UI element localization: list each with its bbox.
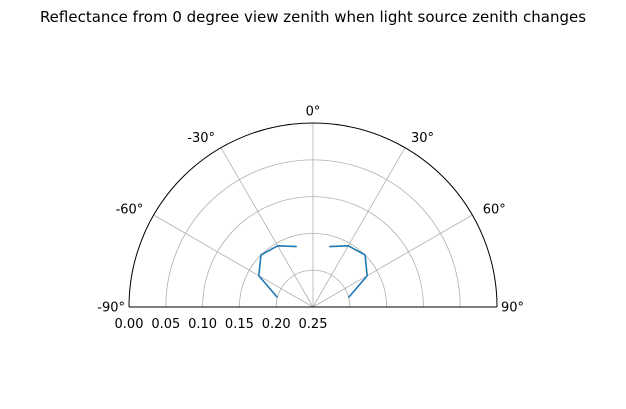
grid-layer: [153, 123, 473, 308]
series-0-segment-0: [258, 245, 297, 299]
frame-layer: [128, 122, 498, 308]
theta-tick-label-2: -30°: [187, 131, 215, 146]
theta-tick-label-6: 90°: [501, 301, 524, 316]
theta-tick-label-3: 0°: [306, 105, 321, 120]
r-tick-label-5: 0.25: [299, 317, 328, 332]
label-layer: -90° -60° -30° 0° 30° 60° 90° 0.00 0.05 0.10 0.15 0…: [97, 105, 524, 333]
theta-grid-line-2: [220, 147, 314, 308]
series-layer: [258, 245, 368, 299]
theta-tick-label-4: 30°: [411, 131, 434, 146]
theta-tick-label-0: -90°: [97, 301, 125, 316]
outer-frame-arc: [128, 122, 498, 308]
chart-title: Reflectance from 0 degree view zenith wh…: [40, 8, 586, 26]
theta-grid-line-5: [312, 214, 473, 308]
r-tick-label-1: 0.05: [151, 317, 180, 332]
theta-grid-line-4: [312, 147, 406, 308]
r-tick-label-2: 0.10: [188, 317, 217, 332]
r-tick-label-3: 0.15: [225, 317, 254, 332]
r-tick-label-4: 0.20: [262, 317, 291, 332]
r-tick-label-0: 0.00: [115, 317, 144, 332]
series-0-segment-1: [329, 245, 368, 299]
theta-tick-label-5: 60°: [483, 203, 506, 218]
theta-grid-line-1: [153, 214, 314, 308]
theta-tick-label-1: -60°: [116, 203, 144, 218]
